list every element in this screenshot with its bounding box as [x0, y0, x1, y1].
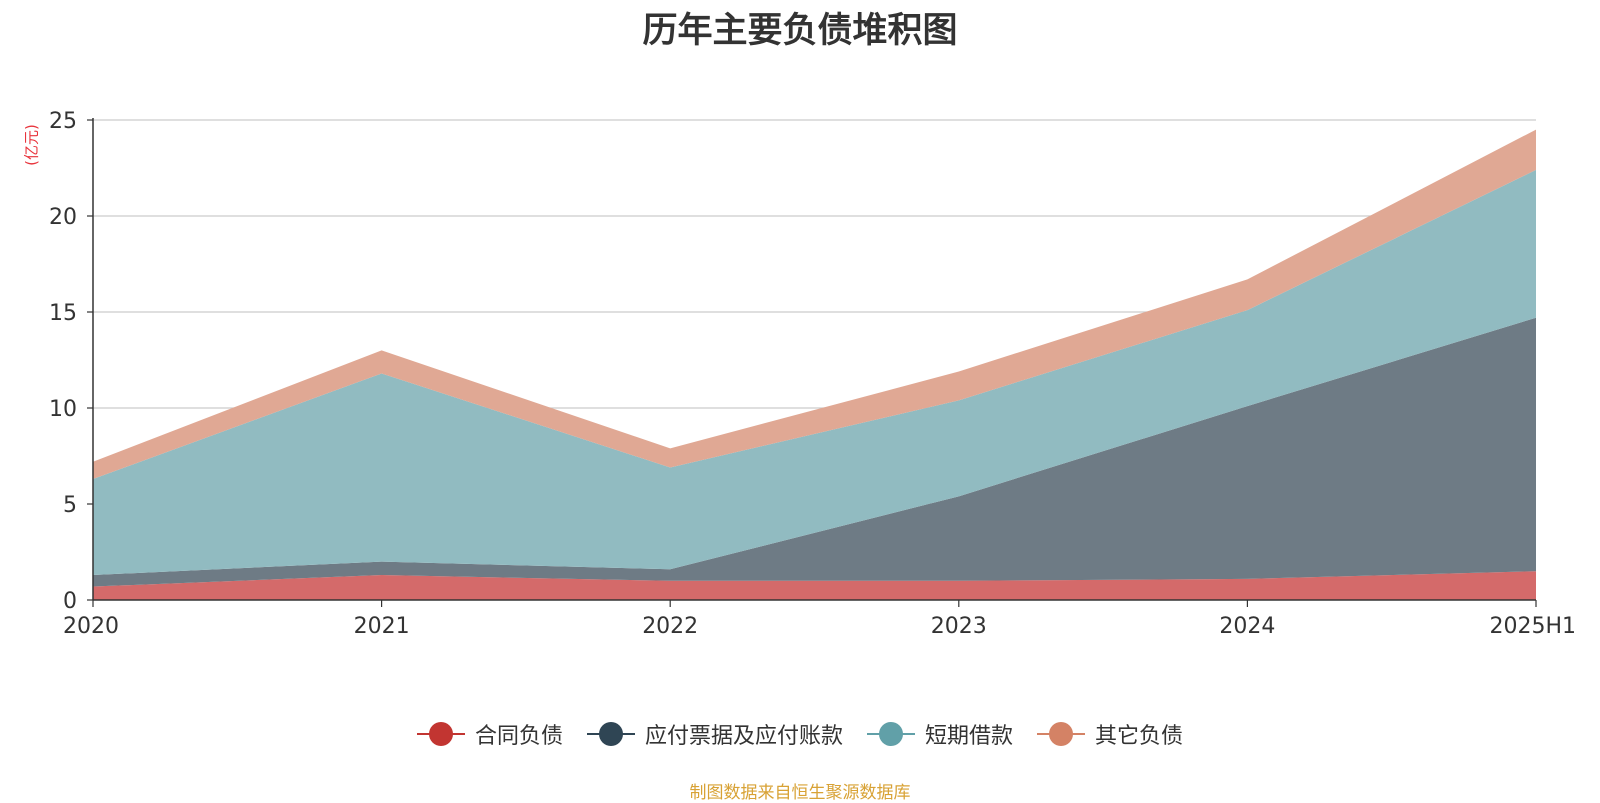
data-point-series-4 [1534, 128, 1538, 132]
legend-label: 短期借款 [925, 724, 1014, 749]
y-tick-label: 10 [49, 397, 77, 422]
data-point-series-4 [668, 446, 672, 450]
x-tick-label: 2024 [1219, 614, 1275, 639]
x-tick-label: 2023 [931, 614, 987, 639]
y-tick-label: 0 [63, 589, 77, 614]
legend-item[interactable]: 短期借款 [867, 718, 1013, 750]
legend-marker [867, 721, 915, 747]
y-tick-label: 20 [49, 205, 77, 230]
chart-title: 历年主要负债堆积图 [642, 11, 958, 51]
legend-item[interactable]: 应付票据及应付账款 [586, 718, 843, 750]
legend-label: 其它负债 [1095, 724, 1184, 749]
area-series [93, 128, 1538, 600]
area-series-2 [93, 317, 1536, 587]
data-point-series-4 [380, 348, 384, 352]
legend-marker [1037, 721, 1086, 747]
source-note: 制图数据来自恒生聚源数据库 [689, 783, 911, 803]
y-tick-label: 5 [63, 493, 77, 518]
legend-item[interactable]: 其它负债 [1037, 718, 1183, 750]
legend-marker [416, 721, 465, 747]
legend-label: 应付票据及应付账款 [644, 724, 843, 749]
data-point-series-4 [1245, 277, 1249, 281]
x-tick-label: 2022 [642, 614, 698, 639]
x-tick-label: 2020 [63, 614, 119, 639]
x-tick-label: 2021 [354, 614, 410, 639]
legend-marker [586, 721, 635, 747]
y-tick-label: 15 [49, 301, 77, 326]
data-point-series-4 [957, 370, 961, 374]
legend-item[interactable]: 合同负债 [416, 718, 563, 750]
x-tick-label: 2025H1 [1489, 614, 1576, 639]
area-series-4 [93, 129, 1536, 480]
area-series-3 [93, 169, 1536, 576]
y-tick-label: 25 [49, 109, 77, 134]
legend: 合同负债 应付票据及应付账款 短期借款 其它负债 [0, 718, 1600, 750]
axes: 0 5 10 15 20 25 2020 2021 2022 2023 2024 2025H1 [49, 109, 1576, 639]
area-series-1 [93, 571, 1536, 600]
legend-label: 合同负债 [474, 724, 563, 749]
